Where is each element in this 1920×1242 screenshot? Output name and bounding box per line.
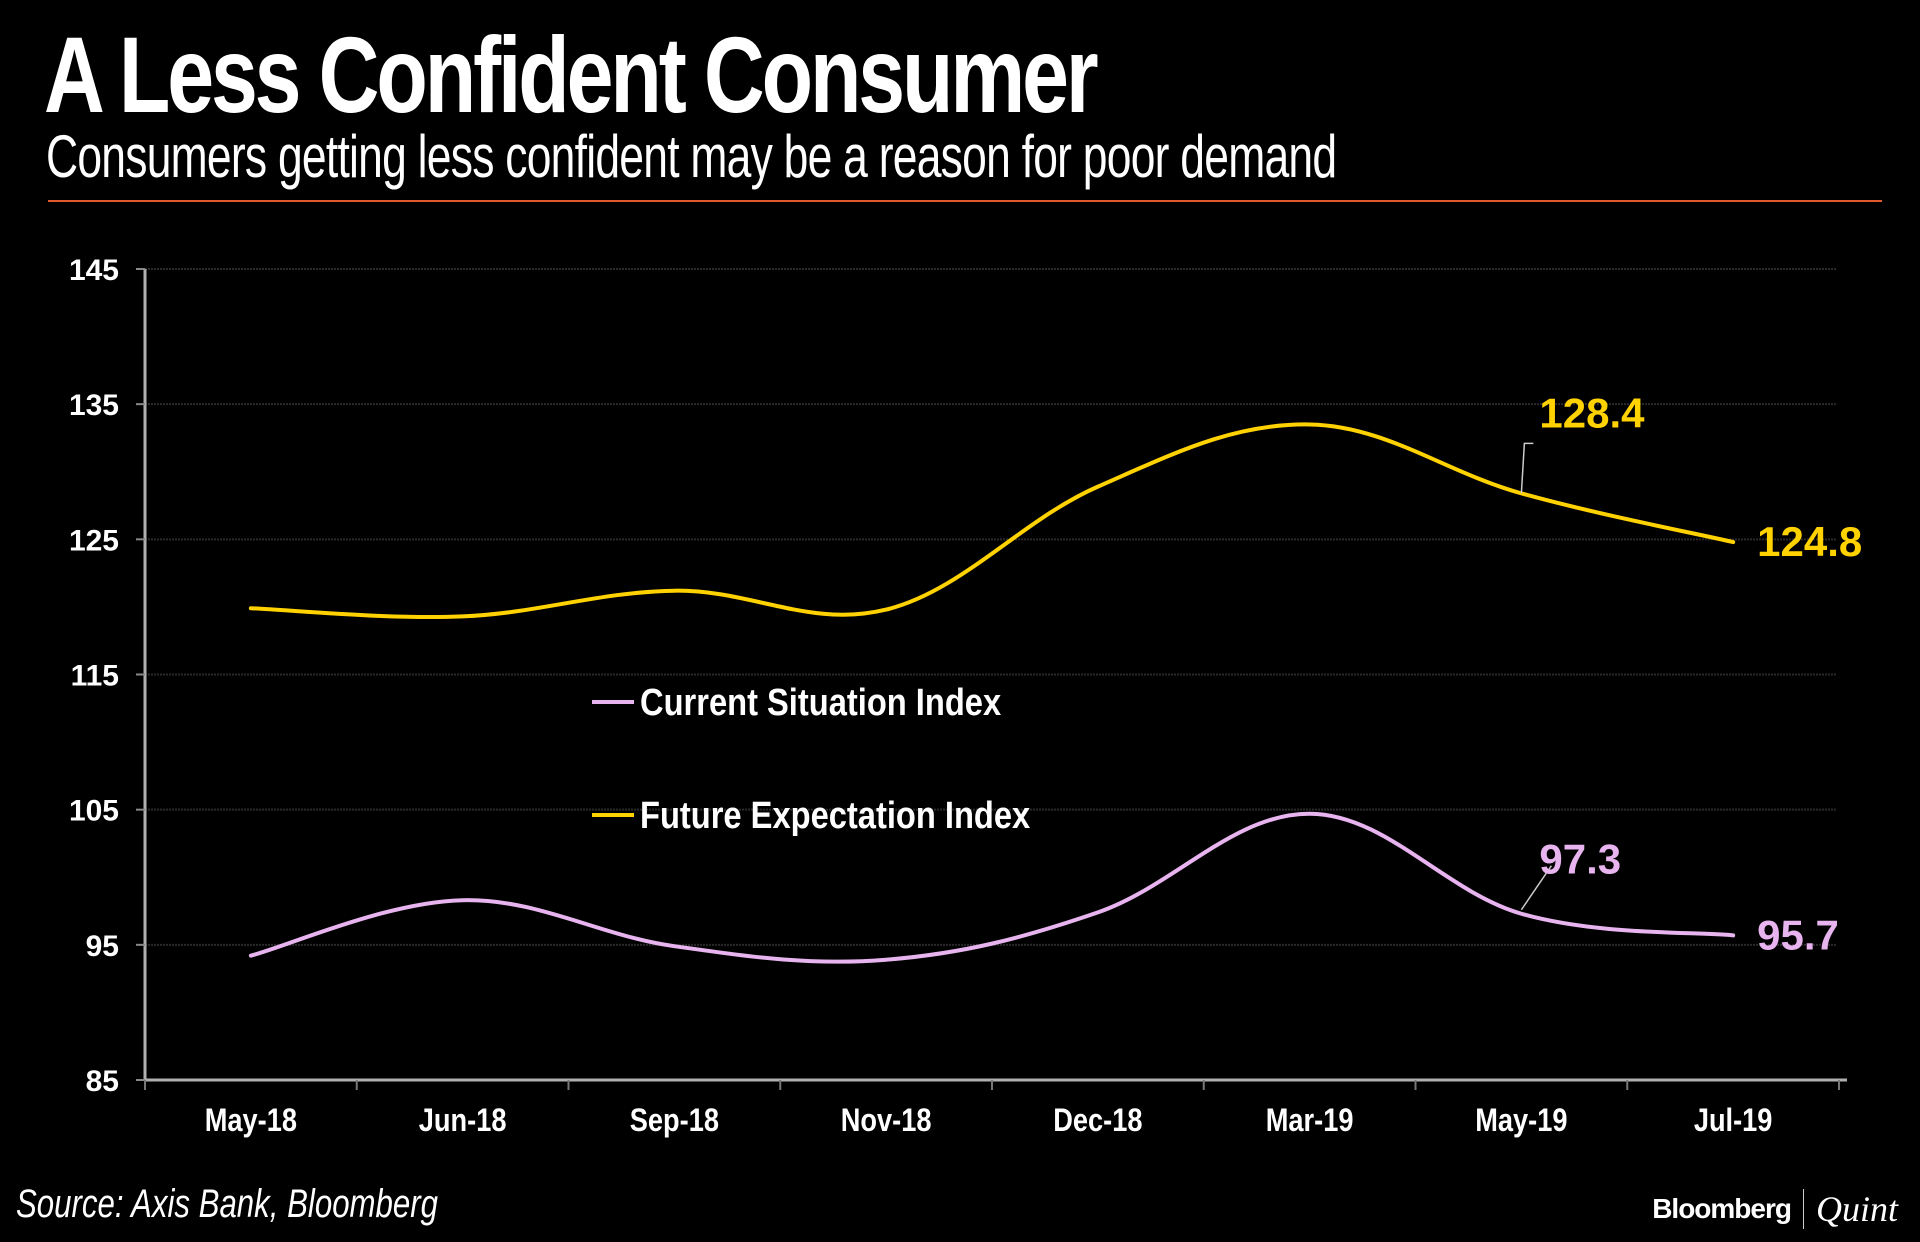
y-tick-label: 85 bbox=[86, 1065, 119, 1098]
x-axis-ticks: May-18 Jun-18 Sep-18 Nov-18 Dec-18 Mar-19 May-… bbox=[144, 1080, 1840, 1139]
y-tick-label: 105 bbox=[69, 795, 119, 828]
legend: Current Situation Index Future Expectatio… bbox=[592, 681, 1030, 837]
data-label: 95.7 bbox=[1757, 911, 1839, 958]
legend-label: Current Situation Index bbox=[640, 681, 1001, 724]
data-label: 124.8 bbox=[1757, 518, 1862, 565]
y-tick-label: 125 bbox=[69, 524, 119, 557]
y-axis-ticks: 85 95 105 115 125 135 145 bbox=[69, 254, 145, 1098]
gridlines bbox=[145, 268, 1837, 946]
y-tick-label: 135 bbox=[69, 389, 119, 422]
x-tick-label: Jun-18 bbox=[419, 1103, 507, 1139]
series-line-future-expectation bbox=[248, 422, 1736, 620]
x-tick-label: Mar-19 bbox=[1266, 1103, 1354, 1139]
y-tick-label: 115 bbox=[71, 660, 119, 693]
legend-label: Future Expectation Index bbox=[640, 794, 1030, 837]
data-labels: 97.3 95.7 128.4 124.8 bbox=[1520, 389, 1862, 958]
series-line-current-situation bbox=[248, 811, 1736, 964]
x-tick-label: May-18 bbox=[205, 1103, 297, 1139]
source-note: Source: Axis Bank, Bloomberg bbox=[16, 1182, 438, 1226]
y-tick-label: 95 bbox=[86, 930, 119, 963]
callout-leader-line bbox=[1520, 442, 1534, 494]
y-tick-label: 145 bbox=[69, 254, 119, 287]
x-tick-label: Sep-18 bbox=[630, 1103, 719, 1139]
x-tick-label: Jul-19 bbox=[1694, 1103, 1773, 1139]
brand-logo: Bloomberg Quint bbox=[1652, 1188, 1898, 1230]
brand-bloomberg: Bloomberg bbox=[1652, 1193, 1792, 1224]
x-tick-label: Nov-18 bbox=[841, 1103, 932, 1139]
brand-separator bbox=[1802, 1189, 1804, 1229]
data-label: 97.3 bbox=[1539, 836, 1621, 883]
chart-title: A Less Confident Consumer bbox=[44, 14, 1099, 135]
brand-quint: Quint bbox=[1815, 1189, 1898, 1229]
callout-leader-line bbox=[1520, 865, 1552, 911]
data-label: 128.4 bbox=[1539, 389, 1645, 436]
x-tick-label: Dec-18 bbox=[1053, 1103, 1142, 1139]
x-tick-label: May-19 bbox=[1475, 1103, 1567, 1139]
chart-subtitle: Consumers getting less confident may be … bbox=[46, 123, 1337, 190]
series-lines bbox=[248, 422, 1736, 964]
header-divider bbox=[48, 200, 1882, 202]
